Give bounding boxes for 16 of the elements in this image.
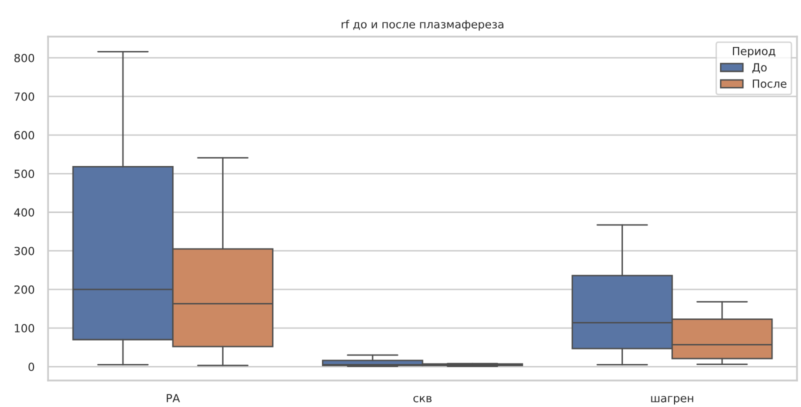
y-tick-label: 100	[14, 324, 34, 332]
x-tick-label: РА	[166, 394, 180, 402]
y-tick-label: 500	[14, 170, 34, 178]
y-tick-label: 200	[14, 285, 34, 294]
y-tick-label: 300	[14, 246, 34, 256]
chart-title: rf до и после плазмафереза	[342, 20, 504, 31]
legend-label: После	[752, 80, 786, 88]
legend-label: До	[752, 63, 767, 74]
legend-title: Период	[732, 46, 776, 58]
x-tick-label: скв	[413, 396, 432, 402]
y-tick-label: 400	[14, 208, 34, 217]
y-tick-label: 800	[14, 54, 34, 62]
y-tick-label: 700	[14, 92, 34, 101]
y-tick-label: 600	[14, 131, 34, 140]
x-tick-label: шагрен	[651, 396, 694, 404]
y-tick-label: 0	[28, 362, 34, 372]
